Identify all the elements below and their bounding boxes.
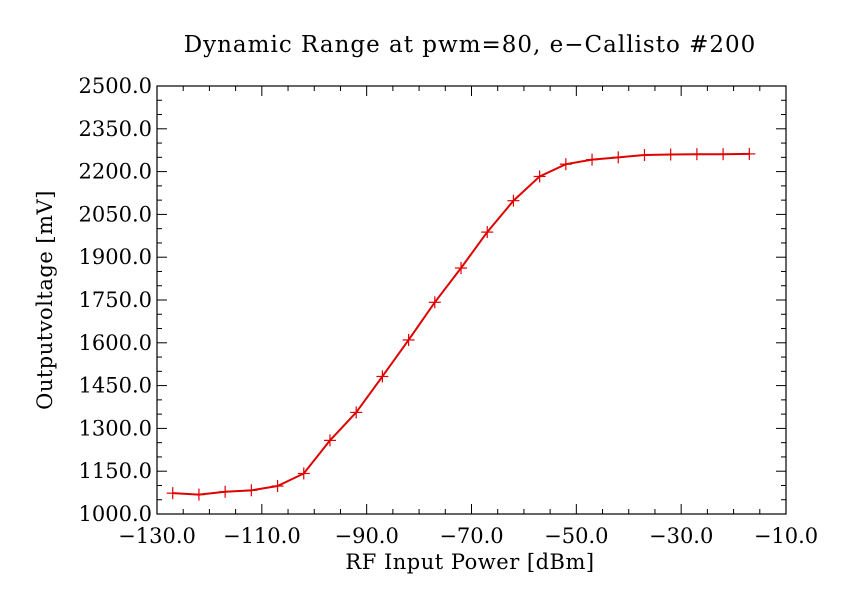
x-axis-label: RF Input Power [dBm] — [345, 550, 594, 574]
data-point-marker — [559, 158, 572, 171]
x-tick-label: −110.0 — [223, 524, 301, 548]
data-point-marker — [166, 487, 179, 500]
y-tick-label: 2350.0 — [79, 117, 152, 141]
series-line — [172, 152, 750, 496]
y-tick-label: 1300.0 — [79, 416, 152, 440]
y-tick-label: 2500.0 — [79, 74, 152, 98]
data-point-marker — [376, 370, 389, 383]
data-point-marker — [743, 147, 756, 160]
plot-frame — [156, 85, 787, 515]
data-point-marker — [192, 488, 205, 501]
data-series — [166, 147, 756, 501]
data-point-marker — [402, 333, 415, 346]
data-point-marker — [245, 484, 258, 497]
axes: −130.0 −110.0 −90.0 −70.0 −50.0 −30.0 −10.0 100… — [79, 74, 819, 548]
data-point-marker — [690, 148, 703, 161]
y-tick-label: 1150.0 — [79, 459, 152, 483]
data-point-marker — [638, 149, 651, 162]
x-tick-label: −70.0 — [439, 524, 503, 548]
data-point-marker — [219, 485, 232, 498]
data-point-marker — [271, 480, 284, 493]
data-point-marker — [350, 406, 363, 419]
x-tick-label: −10.0 — [754, 524, 818, 548]
data-point-marker — [455, 262, 468, 275]
data-point-marker — [717, 148, 730, 161]
y-tick-label: 1600.0 — [79, 331, 152, 355]
data-point-marker — [428, 296, 441, 309]
data-point-marker — [586, 153, 599, 166]
data-point-marker — [533, 170, 546, 183]
x-tick-label: −50.0 — [544, 524, 608, 548]
x-tick-label: −130.0 — [118, 524, 196, 548]
y-tick-label: 2200.0 — [79, 160, 152, 184]
y-tick-label: 1750.0 — [79, 288, 152, 312]
x-tick-label: −90.0 — [334, 524, 398, 548]
data-point-marker — [664, 148, 677, 161]
chart-title: Dynamic Range at pwm=80, e−Callisto #200 — [184, 32, 757, 58]
y-tick-label: 1000.0 — [79, 502, 152, 526]
y-tick-label: 2050.0 — [79, 202, 152, 226]
data-point-marker — [297, 467, 310, 480]
data-point-marker — [481, 226, 494, 239]
y-axis-label: Outputvoltage [mV] — [33, 190, 57, 410]
x-tick-label: −30.0 — [649, 524, 713, 548]
data-point-marker — [323, 434, 336, 447]
data-point-marker — [507, 194, 520, 207]
y-tick-label: 1450.0 — [79, 374, 152, 398]
y-tick-label: 1900.0 — [79, 245, 152, 269]
data-point-marker — [612, 151, 625, 164]
